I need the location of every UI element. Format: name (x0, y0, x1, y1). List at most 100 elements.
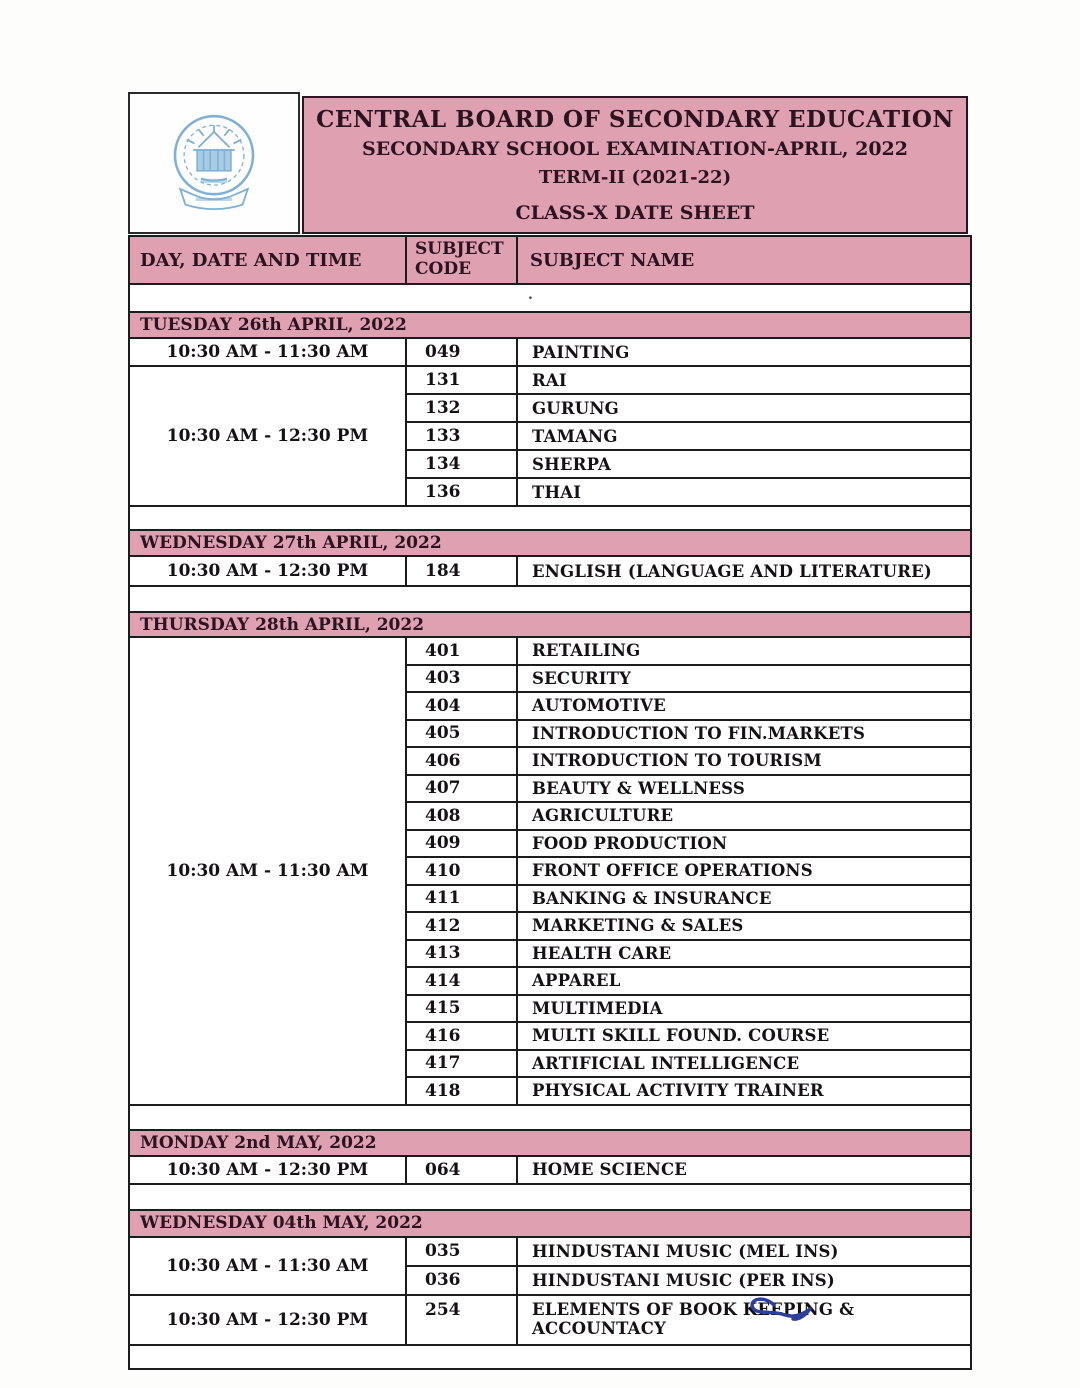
subject-rows: 131 RAI 132 GURUNG 133 TAMANG 134 SHERPA 136 THAI (407, 367, 970, 505)
subject-row: 415 MULTIMEDIA (407, 993, 970, 1021)
subject-row: 417 ARTIFICIAL INTELLIGENCE (407, 1048, 970, 1076)
subject-name-cell: ARTIFICIAL INTELLIGENCE (532, 1053, 800, 1073)
column-header-name: SUBJECT NAME (530, 249, 695, 271)
day-section-header: TUESDAY 26th APRIL, 2022 (130, 311, 970, 337)
subject-row: 131 RAI (407, 367, 970, 393)
subject-code-cell: 410 (407, 858, 518, 884)
subject-code-cell: 407 (407, 775, 518, 801)
subject-name-cell: SECURITY (532, 668, 632, 688)
subject-row: 414 APPAREL (407, 966, 970, 994)
signature-mark-icon (750, 1297, 812, 1321)
time-cell: 10:30 AM - 12:30 PM (130, 1156, 407, 1183)
subject-row: 049 PAINTING (407, 339, 970, 365)
time-group-row: 10:30 AM - 11:30 AM 049 PAINTING (130, 337, 970, 365)
subject-code-cell: 134 (407, 451, 518, 477)
datesheet-table: DAY, DATE AND TIME SUBJECT CODE SUBJECT … (128, 235, 972, 1370)
subject-code-cell: 403 (407, 665, 518, 691)
subject-name-cell: FRONT OFFICE OPERATIONS (532, 861, 813, 881)
subject-name-cell: MULTI SKILL FOUND. COURSE (532, 1026, 830, 1046)
board-title: CENTRAL BOARD OF SECONDARY EDUCATION (316, 106, 954, 134)
time-group-row: 10:30 AM - 11:30 AM 401 RETAILING 403 SECURI… (130, 636, 970, 1104)
subject-row: 035 HINDUSTANI MUSIC (MEL INS) (407, 1237, 970, 1265)
subject-name-cell: INTRODUCTION TO FIN.MARKETS (532, 723, 866, 743)
spacer-row (130, 1343, 970, 1368)
subject-code-cell: 411 (407, 885, 518, 911)
subject-name-cell: HOME SCIENCE (532, 1160, 688, 1179)
exam-title: SECONDARY SCHOOL EXAMINATION-APRIL, 2022 (362, 138, 908, 161)
time-group-row: 10:30 AM - 12:30 PM 064 HOME SCIENCE (130, 1154, 970, 1183)
subject-name-cell: HINDUSTANI MUSIC (PER INS) (532, 1270, 835, 1290)
subject-row: 405 INTRODUCTION TO FIN.MARKETS (407, 718, 970, 746)
subject-row: 406 INTRODUCTION TO TOURISM (407, 746, 970, 774)
subject-rows: 049 PAINTING (407, 339, 970, 365)
subject-name-cell: INTRODUCTION TO TOURISM (532, 751, 822, 771)
time-cell: 10:30 AM - 12:30 PM (130, 557, 407, 585)
subject-row: 410 FRONT OFFICE OPERATIONS (407, 856, 970, 884)
subject-row: 412 MARKETING & SALES (407, 911, 970, 939)
subject-row: 132 GURUNG (407, 393, 970, 421)
subject-name-cell: BEAUTY & WELLNESS (532, 778, 745, 798)
time-group-row: 10:30 AM - 12:30 PM 184 ENGLISH (LANGUAGE … (130, 555, 970, 585)
subject-name-cell: RETAILING (532, 641, 641, 661)
subject-code-cell: 131 (407, 367, 518, 393)
subject-code-cell: 036 (407, 1266, 518, 1294)
spacer-row (130, 1103, 970, 1129)
subject-code-cell: 404 (407, 693, 518, 719)
time-cell: 10:30 AM - 11:30 AM (130, 1237, 407, 1294)
time-group-row: 10:30 AM - 11:30 AM 035 HINDUSTANI MUSIC (… (130, 1235, 970, 1294)
subject-code-cell: 401 (407, 638, 518, 664)
time-group-row: 10:30 AM - 12:30 PM 254 ELEMENTS OF BOOK K… (130, 1293, 970, 1344)
subject-code-cell: 405 (407, 720, 518, 746)
subject-name-cell: AGRICULTURE (532, 806, 674, 826)
subject-code-cell: 414 (407, 968, 518, 994)
subject-name-cell: THAI (532, 482, 582, 502)
subject-row: 404 AUTOMOTIVE (407, 691, 970, 719)
subject-name-cell: PHYSICAL ACTIVITY TRAINER (532, 1081, 824, 1101)
subject-row: 409 FOOD PRODUCTION (407, 828, 970, 856)
subject-name-cell: MULTIMEDIA (532, 998, 663, 1018)
subject-code-cell: 133 (407, 423, 518, 449)
subject-code-cell: 049 (407, 339, 518, 365)
day-section-header: WEDNESDAY 04th MAY, 2022 (130, 1208, 970, 1236)
subject-name-cell: TAMANG (532, 426, 618, 446)
subject-row: 134 SHERPA (407, 449, 970, 477)
datesheet-title: CLASS-X DATE SHEET (515, 201, 755, 224)
cbse-emblem-icon (173, 114, 255, 211)
subject-code-cell: 136 (407, 479, 518, 505)
subject-name-cell: PAINTING (532, 342, 630, 362)
subject-code-cell: 132 (407, 395, 518, 421)
subject-code-cell: 415 (407, 995, 518, 1021)
subject-name-cell: FOOD PRODUCTION (532, 833, 728, 853)
time-cell: 10:30 AM - 12:30 PM (130, 1295, 407, 1344)
table-header-row: DAY, DATE AND TIME SUBJECT CODE SUBJECT … (130, 237, 970, 283)
subject-code-cell: 416 (407, 1023, 518, 1049)
subject-code-cell: 408 (407, 803, 518, 829)
subject-code-cell: 417 (407, 1050, 518, 1076)
subject-row: 416 MULTI SKILL FOUND. COURSE (407, 1021, 970, 1049)
subject-rows: 035 HINDUSTANI MUSIC (MEL INS) 036 HINDUSTA… (407, 1237, 970, 1294)
subject-name-cell: ENGLISH (LANGUAGE AND LITERATURE) (532, 561, 932, 581)
subject-code-cell: 413 (407, 940, 518, 966)
cbse-logo (128, 92, 300, 234)
subject-code-cell: 409 (407, 830, 518, 856)
subject-code-cell: 254 (407, 1295, 518, 1344)
subject-name-cell: SHERPA (532, 454, 612, 474)
subject-rows: 401 RETAILING 403 SECURITY 404 AUTOMOTIVE 405 I… (407, 638, 970, 1104)
time-cell: 10:30 AM - 11:30 AM (130, 638, 407, 1104)
subject-name-cell: RAI (532, 370, 567, 390)
subject-row: 411 BANKING & INSURANCE (407, 883, 970, 911)
subject-name-cell: APPAREL (532, 971, 621, 991)
time-group-row: 10:30 AM - 12:30 PM 131 RAI 132 GURUNG 133 TAM… (130, 365, 970, 505)
subject-row: 418 PHYSICAL ACTIVITY TRAINER (407, 1076, 970, 1104)
subject-name-cell: HEALTH CARE (532, 943, 672, 963)
subject-row: 408 AGRICULTURE (407, 801, 970, 829)
subject-code-cell: 064 (407, 1156, 518, 1183)
subject-name-cell: MARKETING & SALES (532, 916, 744, 936)
subject-row: 401 RETAILING (407, 638, 970, 664)
subject-name-cell: AUTOMOTIVE (532, 696, 666, 716)
time-cell: 10:30 AM - 12:30 PM (130, 367, 407, 505)
subject-row: 407 BEAUTY & WELLNESS (407, 773, 970, 801)
subject-row: 133 TAMANG (407, 421, 970, 449)
spacer-row (130, 1182, 970, 1209)
